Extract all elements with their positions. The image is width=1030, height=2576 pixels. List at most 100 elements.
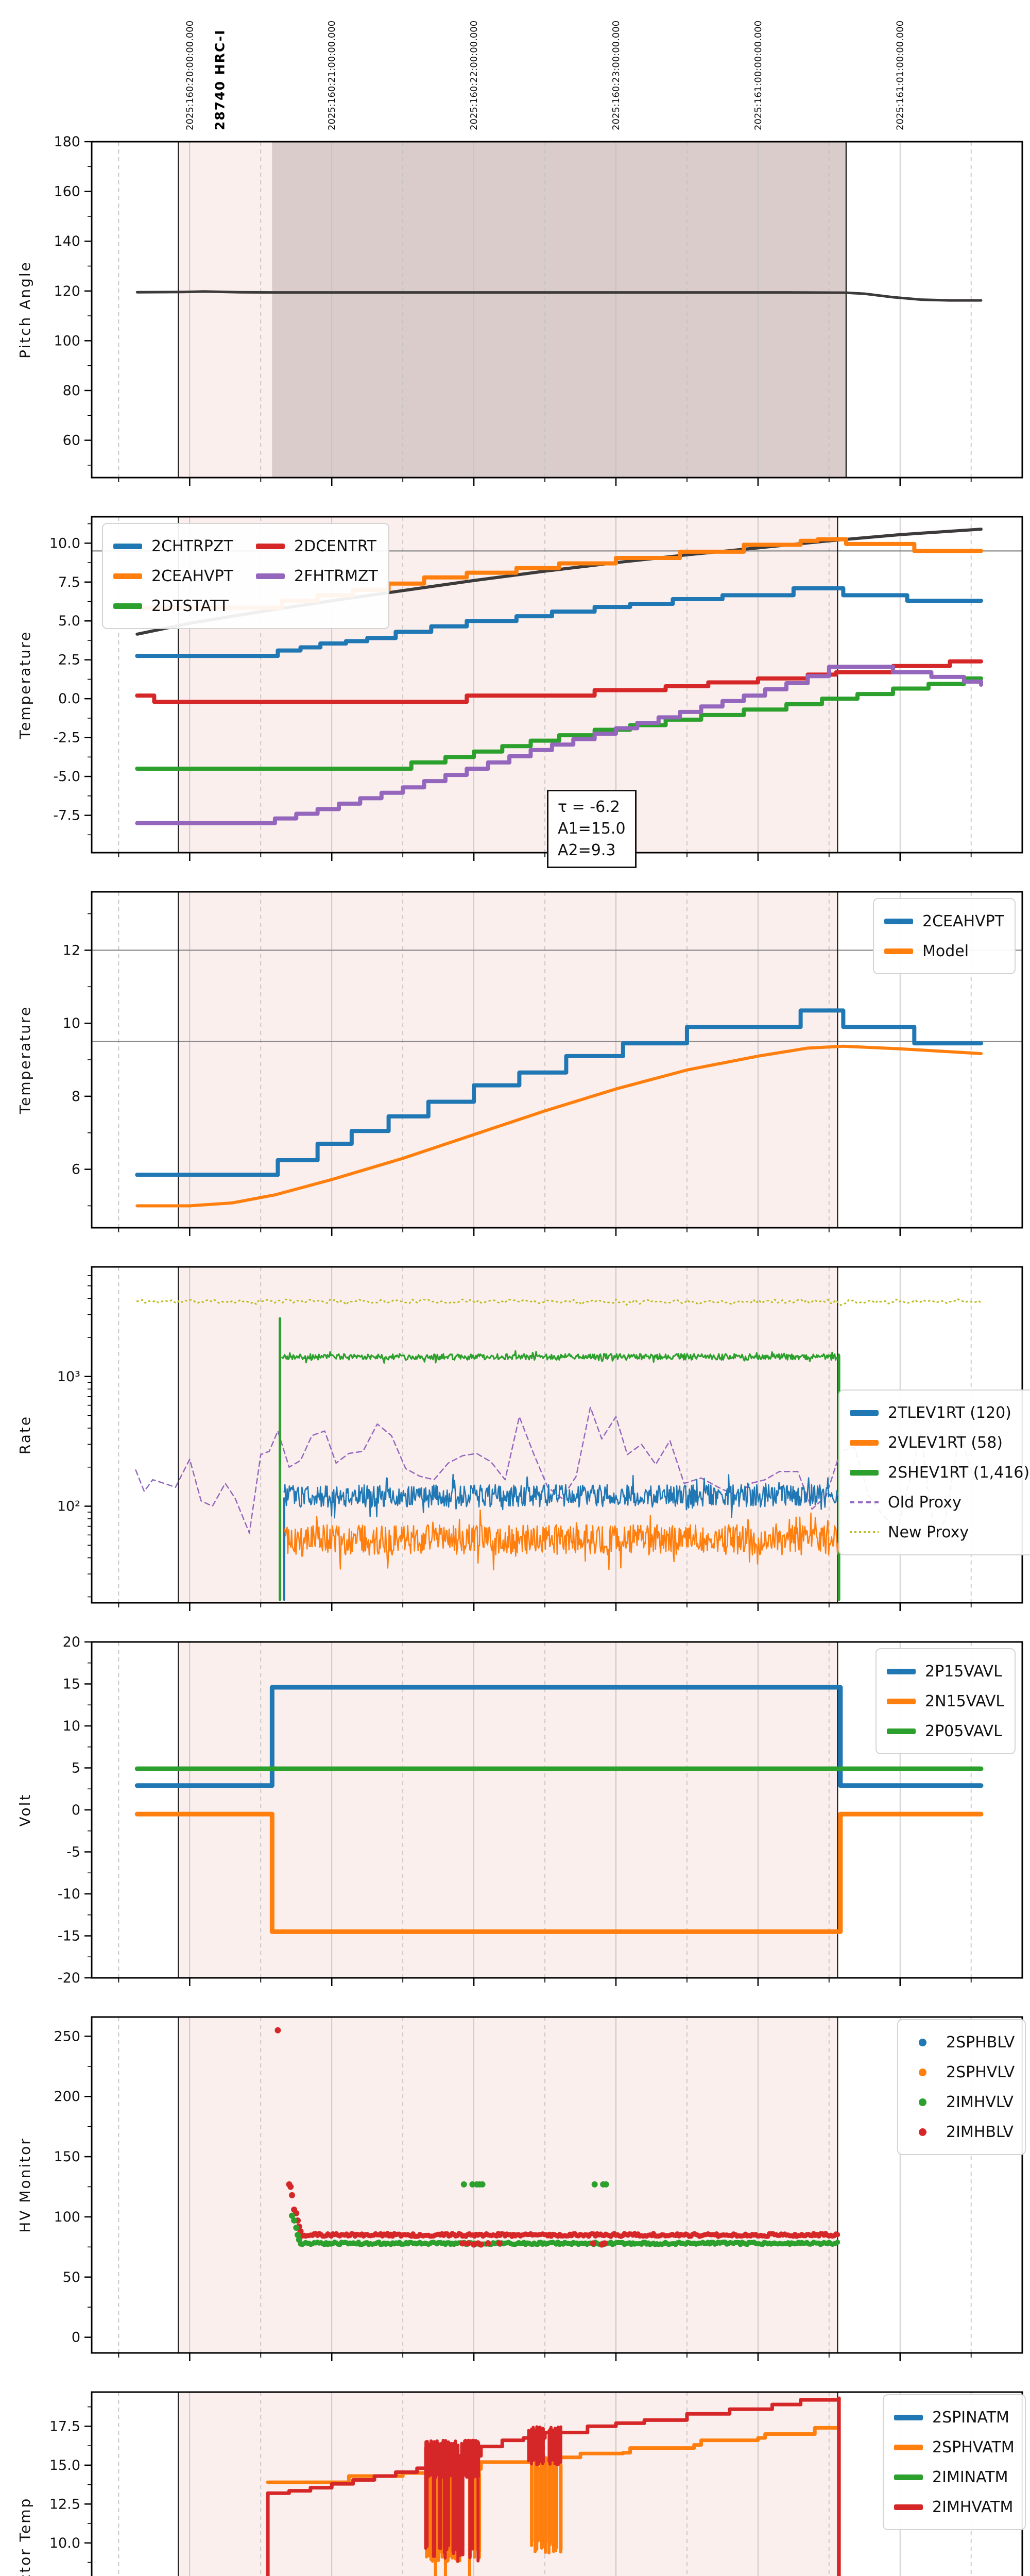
header-svg: 2025:160:20:00:00.000 2025:160:21:00:00.0…: [184, 21, 906, 130]
panel-hv-monitor: 0 50 100 150 200 250 HV Monitor: [16, 2016, 1023, 2361]
legend-item-Old Proxy: Old Proxy: [850, 1487, 1029, 1517]
series-2FHTRMZT: [135, 665, 983, 825]
legend-item-2P15VAVL: 2P15VAVL: [887, 1656, 1004, 1686]
line-swatch: [850, 1501, 879, 1503]
dot-swatch: [919, 2068, 926, 2076]
series-2N15VAVL: [134, 1811, 984, 1934]
ytick-label: -7.5: [53, 808, 80, 824]
legend-item-2IMINATM: 2IMINATM: [894, 2462, 1015, 2492]
series-2CEAHVPT: [135, 1008, 983, 1177]
ylabel-pitch-angle: Pitch Angle: [16, 261, 33, 359]
ytick-label: 50: [63, 2269, 80, 2285]
ytick-label: 5: [72, 1760, 80, 1776]
region-pink: [178, 892, 838, 1228]
ytick-label: -5.0: [53, 769, 80, 785]
legend-item-2DCENTRT: 2DCENTRT: [256, 531, 378, 561]
line-swatch: [894, 2444, 923, 2450]
ytick-label: 10: [63, 1015, 80, 1031]
legend-item-2SPHVLV: 2SPHVLV: [908, 2057, 1015, 2087]
ytick-label: 15: [63, 1676, 80, 1692]
line-swatch: [887, 1698, 916, 1704]
series-2TLEV1RT: [283, 1473, 840, 1519]
legend-label: 2P15VAVL: [925, 1662, 1002, 1681]
legend-label: Model: [922, 942, 969, 960]
legend-label: 2P05VAVL: [925, 1722, 1002, 1740]
legend-item-2DTSTATT: 2DTSTATT: [113, 591, 233, 621]
ytick-label: 20: [63, 1634, 80, 1650]
ytick-label: 160: [54, 184, 80, 200]
line-swatch: [113, 573, 142, 579]
legend-label: 2SPINATM: [932, 2408, 1009, 2427]
legend-label: 2SPHVATM: [932, 2438, 1015, 2456]
legend-label: 2CEAHVPT: [922, 912, 1005, 930]
panel-rate: 10² 10³ Rate: [16, 1266, 1023, 1611]
legend-label: 2SPHBLV: [946, 2033, 1015, 2052]
panel-temperature-model: 6 8 10 12 Temperature: [16, 891, 1023, 1236]
legend-label: 2IMHVLV: [946, 2093, 1014, 2111]
ytick-label: 10²: [57, 1499, 80, 1515]
ytick-label: 0: [72, 1802, 80, 1818]
region-pink: [178, 2017, 838, 2353]
legend-label: 2DTSTATT: [151, 597, 229, 615]
legend-temperature-model: 2CEAHVPT Model: [873, 898, 1016, 974]
dot-swatch: [919, 2038, 926, 2046]
legend-item-2SHEV1RT (1,416): 2SHEV1RT (1,416): [850, 1458, 1029, 1487]
ytick-label: 200: [54, 2089, 80, 2105]
legend-label: 2VLEV1RT (58): [888, 1433, 1003, 1452]
utc-label-5: 2025:161:01:00:00.000: [895, 21, 906, 130]
region-band: [272, 142, 846, 478]
ytick-label: 15.0: [49, 2458, 80, 2473]
line-swatch: [113, 603, 142, 609]
fit-annotation: τ = -6.2 A1=15.0 A2=9.3: [547, 790, 637, 868]
ytick-label: 6: [72, 1162, 80, 1178]
line-swatch: [850, 1410, 879, 1416]
ylabel-rate: Rate: [16, 1415, 33, 1454]
series-2SHEV1RT: [281, 1350, 840, 1364]
obsid-label: 28740 HRC-I: [213, 29, 228, 130]
ytick-label: 100: [54, 333, 80, 349]
legend-detector-temp: 2SPINATM 2SPHVATM 2IMINATM 2IMHVATM: [883, 2394, 1026, 2530]
ytick-label: 10.0: [49, 2535, 80, 2551]
ytick-label: 60: [63, 433, 80, 449]
series-2DTSTATT: [135, 676, 983, 771]
ytick-label: 7.5: [58, 2574, 80, 2576]
utc-label-0: 2025:160:20:00:00.000: [184, 21, 195, 130]
legend-label: 2FHTRMZT: [294, 567, 378, 585]
legend-item-2FHTRMZT: 2FHTRMZT: [256, 561, 378, 591]
ytick-label: 10³: [57, 1369, 80, 1385]
ytick-label: 7.5: [58, 574, 80, 590]
legend-label: 2CEAHVPT: [151, 567, 234, 585]
series-2P15VAVL: [134, 1685, 984, 1788]
legend-item-2IMHBLV: 2IMHBLV: [908, 2117, 1015, 2147]
ytick-label: 100: [54, 2209, 80, 2225]
legend-item-2N15VAVL: 2N15VAVL: [887, 1686, 1004, 1716]
utc-label-2: 2025:160:22:00:00.000: [469, 21, 479, 130]
legend-rate: 2TLEV1RT (120) 2VLEV1RT (58) 2SHEV1RT (1,4…: [838, 1389, 1030, 1555]
ytick-label: 12: [63, 942, 80, 958]
line-swatch: [256, 543, 285, 549]
annotation-line-1: A1=15.0: [558, 820, 626, 838]
ytick-label: 5.0: [58, 613, 80, 629]
ytick-label: 10: [63, 1718, 80, 1734]
utc-label-4: 2025:161:00:00:00.000: [753, 21, 764, 130]
ylabel-detector-temp: Detector Temp: [16, 2497, 33, 2576]
legend-label: 2IMHVATM: [932, 2498, 1014, 2516]
ytick-label: -5: [66, 1844, 80, 1860]
ylabel-temperature-multi: Temperature: [16, 631, 33, 739]
legend-label: 2SPHVLV: [946, 2063, 1015, 2081]
legend-label: 2TLEV1RT (120): [888, 1403, 1011, 1422]
ytick-label: 10.0: [49, 535, 80, 551]
line-swatch: [887, 1728, 916, 1734]
line-swatch: [884, 918, 913, 924]
series-2VLEV1RT: [284, 1509, 840, 1571]
ytick-label: 120: [54, 283, 80, 299]
legend-label: 2DCENTRT: [294, 537, 376, 555]
ytick-label: 80: [63, 383, 80, 399]
line-swatch: [113, 543, 142, 549]
ytick-label: 17.5: [49, 2418, 80, 2434]
legend-item-2P05VAVL: 2P05VAVL: [887, 1716, 1004, 1746]
legend-item-2SPHBLV: 2SPHBLV: [908, 2027, 1015, 2057]
ytick-label: 250: [54, 2028, 80, 2044]
legend-item-2SPINATM: 2SPINATM: [894, 2402, 1015, 2432]
